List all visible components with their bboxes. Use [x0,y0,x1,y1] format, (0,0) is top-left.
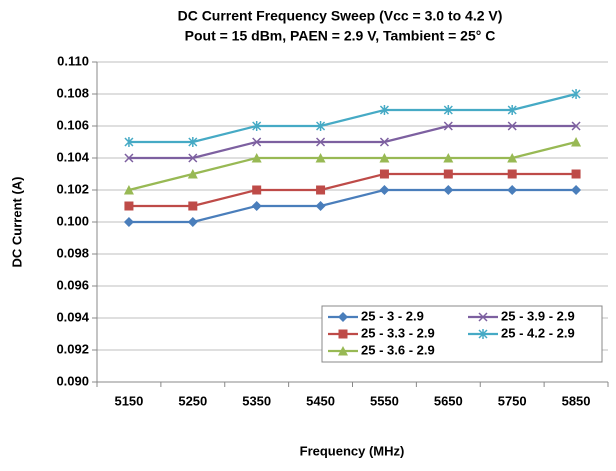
legend-label: 25 - 3.3 - 2.9 [361,325,435,340]
x-tick-label: 5450 [306,393,335,408]
marker [571,185,582,195]
marker [507,169,517,179]
series-line [128,172,577,208]
x-tick-label: 5850 [562,393,591,408]
marker [188,201,198,211]
marker [252,137,262,147]
marker [507,153,518,163]
marker [443,153,454,163]
marker [188,153,198,163]
chart-title: DC Current Frequency Sweep (Vcc = 3.0 to… [178,8,503,24]
marker [507,121,517,131]
marker [316,137,326,147]
marker [188,137,198,147]
marker [316,185,326,195]
legend-marker [478,312,488,322]
legend-marker [338,329,348,339]
x-tick-label: 5550 [370,393,399,408]
marker [507,185,518,195]
x-tick-label: 5650 [434,393,463,408]
legend-label: 25 - 4.2 - 2.9 [501,325,575,340]
series-line [128,92,577,144]
marker [379,153,390,163]
marker [443,185,454,195]
marker [252,185,262,195]
legend-marker [478,329,488,339]
chart-subtitle: Pout = 15 dBm, PAEN = 2.9 V, Tambient = … [185,28,496,44]
x-axis-label: Frequency (MHz) [300,443,405,458]
legend-label: 25 - 3.9 - 2.9 [501,308,575,323]
marker [123,217,134,227]
x-tick-label: 5350 [242,393,271,408]
marker [443,105,453,115]
y-tick-label: 0.108 [56,85,89,100]
marker [251,201,262,211]
marker [123,185,134,195]
marker [124,137,134,147]
marker [315,153,326,163]
x-tick-label: 5750 [498,393,527,408]
legend-marker [338,346,348,356]
marker [571,137,582,147]
marker [379,137,389,147]
y-tick-label: 0.094 [56,309,89,324]
y-tick-label: 0.110 [57,53,89,68]
marker [443,169,453,179]
y-tick-label: 0.106 [56,117,89,132]
x-tick-label: 5150 [114,393,143,408]
series-line [128,124,577,160]
marker [571,89,581,99]
y-axis-label: DC Current (A) [9,177,24,268]
y-tick-label: 0.096 [56,277,89,292]
legend-box [321,305,603,363]
legend-marker [338,312,348,322]
marker [571,169,581,179]
y-tick-label: 0.100 [56,213,89,228]
marker [187,217,198,227]
marker [316,121,326,131]
marker [379,169,389,179]
marker [443,121,453,131]
y-tick-label: 0.104 [56,149,89,164]
marker [315,201,326,211]
series-line [128,188,577,224]
y-tick-label: 0.102 [56,181,89,196]
marker [379,185,390,195]
legend-label: 25 - 3 - 2.9 [361,308,424,323]
marker [187,169,198,179]
y-tick-label: 0.092 [56,341,89,356]
x-tick-label: 5250 [178,393,207,408]
y-tick-label: 0.098 [56,245,89,260]
marker [507,105,517,115]
marker [124,201,134,211]
marker [251,153,262,163]
marker [571,121,581,131]
y-tick-label: 0.090 [56,373,89,388]
marker [124,153,134,163]
marker [379,105,389,115]
series-line [128,140,577,192]
marker [252,121,262,131]
legend-label: 25 - 3.6 - 2.9 [361,342,435,357]
